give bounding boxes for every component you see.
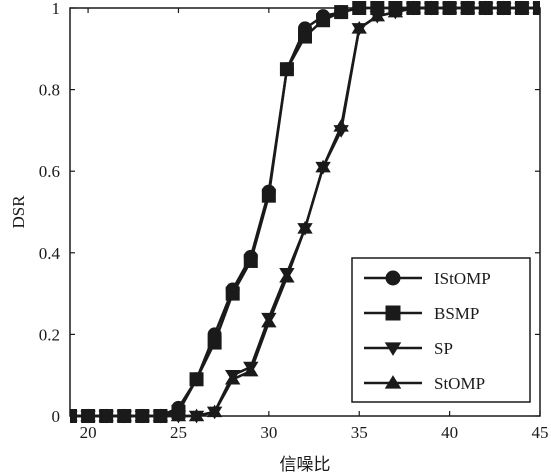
legend-label-bsmp: BSMP xyxy=(434,304,479,323)
data-point-bsmp xyxy=(279,62,294,77)
data-point-bsmp xyxy=(243,253,258,268)
data-point-bsmp xyxy=(189,372,204,387)
legend-marker-bsmp xyxy=(385,305,401,321)
data-point-stomp xyxy=(224,371,241,385)
plot-frame xyxy=(69,7,541,417)
y-tick-label: 0.8 xyxy=(39,81,60,100)
legend-marker-sp xyxy=(384,342,402,356)
legend-marker-istomp xyxy=(385,270,401,286)
data-point-stomp xyxy=(116,408,132,422)
legend-box xyxy=(351,257,531,403)
data-point-bsmp xyxy=(334,5,349,20)
data-point-stomp xyxy=(478,0,494,14)
legend-label-sp: SP xyxy=(434,339,453,358)
y-tick-label: 0.2 xyxy=(39,325,60,344)
data-point-stomp xyxy=(333,118,349,132)
data-point-stomp xyxy=(297,220,313,234)
data-point-stomp xyxy=(243,363,259,377)
data-point-stomp xyxy=(134,408,151,422)
y-tick-label: 1 xyxy=(52,0,61,18)
data-point-bsmp xyxy=(225,286,240,301)
data-point-stomp xyxy=(423,0,440,14)
data-point-stomp xyxy=(369,8,386,22)
data-point-stomp xyxy=(441,0,458,14)
legend: IStOMP BSMP SP StOMP xyxy=(351,257,531,403)
data-point-stomp xyxy=(514,0,530,14)
x-tick-label: 30 xyxy=(260,423,277,442)
data-point-bsmp xyxy=(261,188,276,203)
data-point-stomp xyxy=(532,0,540,14)
data-point-stomp xyxy=(98,408,114,422)
data-point-bsmp xyxy=(316,13,331,28)
data-point-stomp xyxy=(188,408,205,422)
data-point-stomp xyxy=(387,4,404,18)
data-point-stomp xyxy=(405,0,422,14)
data-point-stomp xyxy=(315,159,331,173)
x-tick-label: 25 xyxy=(170,423,187,442)
y-tick-label: 0 xyxy=(52,407,61,426)
data-point-stomp xyxy=(261,314,277,328)
x-tick-label: 40 xyxy=(441,423,458,442)
data-point-stomp xyxy=(496,0,512,14)
data-point-stomp xyxy=(459,0,476,14)
y-axis-label: DSR xyxy=(9,195,28,229)
x-tick-label: 20 xyxy=(80,423,97,442)
data-point-stomp xyxy=(152,408,169,422)
legend-label-istomp: IStOMP xyxy=(434,269,491,288)
y-tick-label: 0.4 xyxy=(39,244,61,263)
data-point-stomp xyxy=(70,408,78,422)
x-tick-label: 45 xyxy=(532,423,549,442)
x-tick-label: 35 xyxy=(351,423,368,442)
axis-ticks: 20 25 30 35 40 45 0 0.2 0.4 0.6 0.8 1 xyxy=(39,0,549,442)
y-tick-label: 0.6 xyxy=(39,162,60,181)
legend-marker-stomp xyxy=(384,375,402,389)
data-point-stomp xyxy=(279,269,295,283)
data-point-bsmp xyxy=(207,335,222,350)
data-point-stomp xyxy=(206,404,223,418)
data-point-stomp xyxy=(351,21,367,34)
x-axis-label: 信噪比 xyxy=(280,455,331,474)
data-point-bsmp xyxy=(298,29,312,44)
legend-label-stomp: StOMP xyxy=(434,374,485,393)
